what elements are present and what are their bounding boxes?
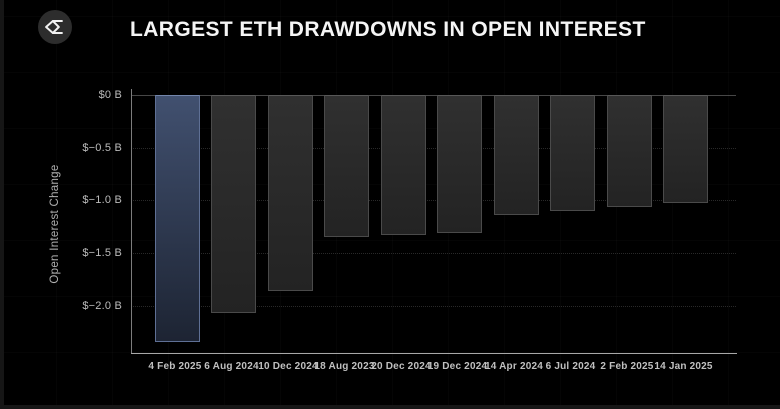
x-tick-label-0: 4 Feb 2025 [148,361,202,372]
x-tick-label-4: 20 Dec 2024 [371,361,431,372]
y-axis-title: Open Interest Change [49,164,61,284]
bar-6-aug-2024[interactable] [211,95,256,313]
x-tick-label-1: 6 Aug 2024 [204,361,259,372]
x-tick-label-5: 19 Dec 2024 [427,361,488,372]
x-tick-label-9: 14 Jan 2025 [654,361,713,372]
x-axis-line [131,353,737,354]
sigma-diamond-logo-icon [38,10,72,44]
y-axis-line [131,89,132,354]
x-tick-label-8: 2 Feb 2025 [600,361,654,372]
gridline-0 [131,95,736,96]
y-tick-label-0: $0 B [98,89,122,101]
y-tick-label-1: $−0.5 B [82,141,122,154]
bar-14-apr-2024[interactable] [493,95,539,216]
x-tick-label-3: 18 Aug 2023 [314,361,375,372]
gridline-3 [131,252,736,254]
left-edge-strip [0,0,4,409]
bar-2-feb-2025[interactable] [606,95,652,207]
bar-18-aug-2023[interactable] [324,95,369,238]
x-tick-label-7: 6 Jul 2024 [545,361,596,372]
chart-title: LARGEST ETH DRAWDOWNS IN OPEN INTEREST [130,18,646,41]
bottom-edge-strip [0,405,780,409]
bar-19-dec-2024[interactable] [437,95,482,233]
plot-area [131,95,736,353]
gridline-1 [131,147,736,149]
bar-6-jul-2024[interactable] [550,95,595,211]
x-tick-label-2: 10 Dec 2024 [258,361,318,372]
gridline-2 [131,200,736,202]
bar-10-dec-2024[interactable] [267,95,313,291]
y-tick-label-4: $−2.0 B [82,299,122,312]
y-tick-label-3: $−1.5 B [82,246,122,259]
gridline-4 [131,305,736,307]
bar-4-feb-2025[interactable] [154,95,200,343]
bar-20-dec-2024[interactable] [380,95,426,236]
y-tick-label-2: $−1.0 B [82,194,122,207]
x-tick-label-6: 14 Apr 2024 [485,361,543,372]
bar-14-jan-2025[interactable] [663,95,708,204]
